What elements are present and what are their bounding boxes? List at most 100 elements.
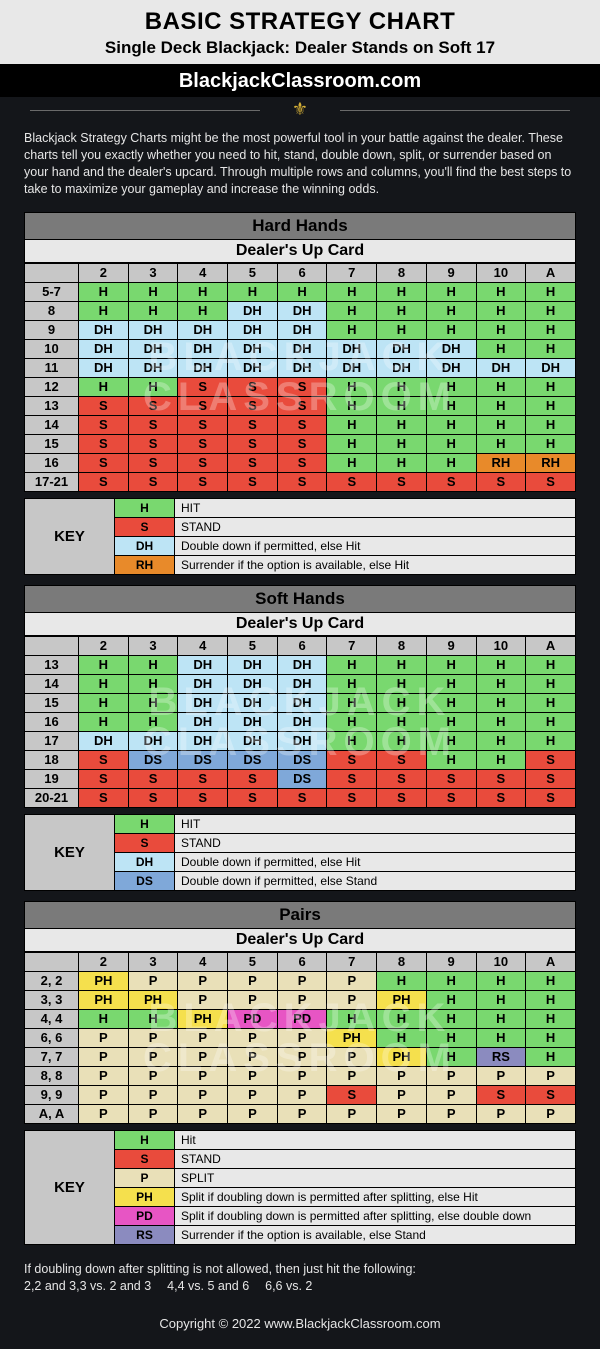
key-row: KEYHHIT: [25, 814, 576, 833]
strategy-cell: S: [128, 434, 178, 453]
strategy-cell: S: [476, 472, 526, 491]
strategy-cell: H: [426, 971, 476, 990]
strategy-cell: S: [79, 453, 129, 472]
strategy-cell: S: [228, 453, 278, 472]
strategy-cell: P: [377, 1066, 427, 1085]
section-title: Hard Hands: [24, 212, 576, 240]
table-row: 16SSSSSHHHRHRH: [25, 453, 576, 472]
section-title: Pairs: [24, 901, 576, 929]
strategy-cell: H: [128, 674, 178, 693]
strategy-cell: H: [426, 377, 476, 396]
row-header: 13: [25, 655, 79, 674]
strategy-cell: H: [79, 301, 129, 320]
strategy-cell: H: [476, 674, 526, 693]
strategy-cell: S: [228, 769, 278, 788]
strategy-section: Hard HandsDealer's Up Card2345678910A5-7…: [0, 212, 600, 585]
page: BASIC STRATEGY CHART Single Deck Blackja…: [0, 0, 600, 1349]
strategy-cell: H: [426, 301, 476, 320]
strategy-cell: H: [79, 674, 129, 693]
strategy-cell: S: [327, 750, 377, 769]
table-row: 12HHSSSHHHHH: [25, 377, 576, 396]
strategy-cell: P: [327, 1047, 377, 1066]
key-code: PH: [115, 1187, 175, 1206]
strategy-cell: H: [526, 377, 576, 396]
strategy-cell: S: [128, 769, 178, 788]
strategy-cell: DH: [79, 731, 129, 750]
dealer-col-header: 7: [327, 952, 377, 971]
row-header: 7, 7: [25, 1047, 79, 1066]
strategy-cell: S: [526, 750, 576, 769]
dealer-col-header: 4: [178, 952, 228, 971]
strategy-cell: DH: [228, 655, 278, 674]
strategy-cell: H: [426, 1028, 476, 1047]
strategy-cell: S: [128, 396, 178, 415]
strategy-cell: S: [79, 434, 129, 453]
strategy-cell: H: [476, 693, 526, 712]
strategy-cell: DH: [526, 358, 576, 377]
strategy-cell: S: [526, 788, 576, 807]
key-desc: Double down if permitted, else Hit: [175, 536, 576, 555]
table-row: 8, 8PPPPPPPPPP: [25, 1066, 576, 1085]
strategy-cell: S: [327, 1085, 377, 1104]
strategy-cell: H: [128, 377, 178, 396]
footnote-line1: If doubling down after splitting is not …: [24, 1261, 576, 1279]
table-row: 6, 6PPPPPPHHHHH: [25, 1028, 576, 1047]
strategy-cell: P: [128, 1028, 178, 1047]
strategy-cell: P: [228, 971, 278, 990]
strategy-cell: H: [426, 396, 476, 415]
strategy-cell: H: [79, 712, 129, 731]
strategy-cell: P: [79, 1066, 129, 1085]
strategy-cell: H: [178, 301, 228, 320]
strategy-cell: P: [476, 1104, 526, 1123]
strategy-cell: P: [327, 971, 377, 990]
strategy-cell: S: [228, 472, 278, 491]
strategy-cell: P: [128, 1066, 178, 1085]
key-code: S: [115, 833, 175, 852]
strategy-cell: P: [426, 1085, 476, 1104]
strategy-cell: DH: [178, 358, 228, 377]
strategy-cell: H: [526, 971, 576, 990]
dealer-col-header: 2: [79, 952, 129, 971]
dealer-col-header: 3: [128, 263, 178, 282]
table-row: 15HHDHDHDHHHHHH: [25, 693, 576, 712]
dealer-col-header: A: [526, 263, 576, 282]
strategy-cell: H: [526, 282, 576, 301]
strategy-cell: H: [377, 396, 427, 415]
grid-wrap: 2345678910A2, 2PHPPPPPHHHH3, 3PHPHPPPPPH…: [24, 952, 576, 1124]
strategy-cell: P: [178, 1047, 228, 1066]
strategy-cell: DH: [228, 712, 278, 731]
strategy-cell: H: [526, 731, 576, 750]
strategy-cell: H: [377, 415, 427, 434]
strategy-cell: H: [327, 1009, 377, 1028]
strategy-cell: P: [178, 971, 228, 990]
strategy-cell: S: [476, 788, 526, 807]
strategy-cell: H: [377, 655, 427, 674]
strategy-cell: H: [377, 731, 427, 750]
dealer-col-header: 5: [228, 263, 278, 282]
table-row: 8HHHDHDHHHHHH: [25, 301, 576, 320]
strategy-cell: DH: [277, 320, 327, 339]
strategy-cell: P: [526, 1066, 576, 1085]
dealer-col-header: 5: [228, 952, 278, 971]
strategy-cell: PD: [277, 1009, 327, 1028]
strategy-cell: S: [327, 769, 377, 788]
grid-wrap: 2345678910A13HHDHDHDHHHHHH14HHDHDHDHHHHH…: [24, 636, 576, 808]
strategy-cell: PH: [377, 1047, 427, 1066]
strategy-cell: S: [79, 415, 129, 434]
strategy-cell: H: [277, 282, 327, 301]
row-header: 14: [25, 674, 79, 693]
strategy-cell: H: [526, 320, 576, 339]
strategy-cell: H: [526, 434, 576, 453]
row-header: 14: [25, 415, 79, 434]
strategy-section: PairsDealer's Up Card2345678910A2, 2PHPP…: [0, 901, 600, 1255]
strategy-cell: P: [377, 1085, 427, 1104]
strategy-cell: P: [228, 1066, 278, 1085]
strategy-cell: H: [426, 1009, 476, 1028]
strategy-cell: H: [476, 396, 526, 415]
strategy-cell: PH: [178, 1009, 228, 1028]
strategy-cell: S: [377, 769, 427, 788]
strategy-cell: S: [277, 434, 327, 453]
strategy-table: 2345678910A13HHDHDHDHHHHHH14HHDHDHDHHHHH…: [24, 636, 576, 808]
table-row: 17DHDHDHDHDHHHHHH: [25, 731, 576, 750]
strategy-cell: DH: [128, 339, 178, 358]
